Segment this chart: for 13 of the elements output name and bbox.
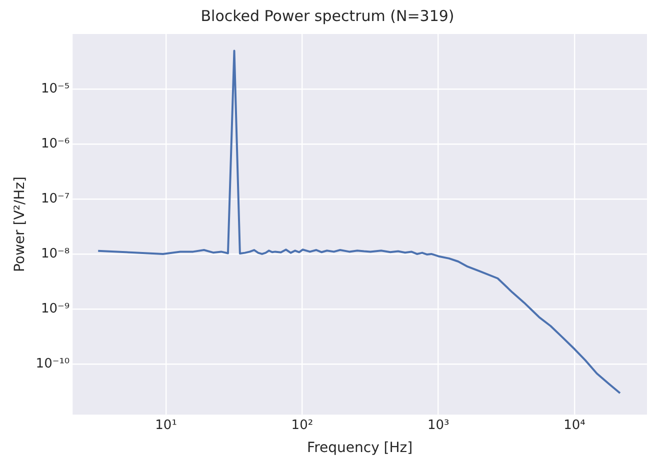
y-tick-label: 10⁻⁷ [41,191,70,206]
y-tick-label: 10⁻⁶ [41,136,70,152]
y-tick-label: 10⁻⁵ [41,81,70,96]
x-tick-label: 10³ [427,418,450,433]
y-tick-label: 10⁻⁹ [41,301,70,316]
y-axis-title: Power [V²/Hz] [12,176,28,272]
chart-title: Blocked Power spectrum (N=319) [200,6,454,25]
x-tick-label: 10⁴ [564,418,586,433]
x-tick-label: 10¹ [155,418,177,433]
y-tick-label: 10⁻⁸ [41,246,70,262]
y-tick-label: 10⁻¹⁰ [36,356,70,372]
x-tick-label: 10² [291,418,314,433]
x-axis-title: Frequency [Hz] [307,440,413,456]
